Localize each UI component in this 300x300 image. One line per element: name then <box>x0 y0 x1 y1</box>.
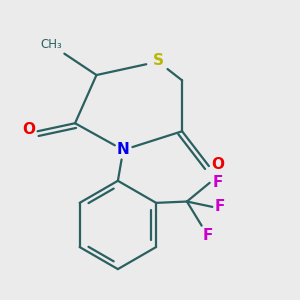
Text: N: N <box>117 142 130 158</box>
Text: F: F <box>212 175 223 190</box>
Text: S: S <box>152 53 164 68</box>
Text: F: F <box>215 200 225 214</box>
Text: F: F <box>203 228 213 243</box>
Text: CH₃: CH₃ <box>40 38 62 51</box>
Text: O: O <box>22 122 35 137</box>
Text: O: O <box>212 157 225 172</box>
